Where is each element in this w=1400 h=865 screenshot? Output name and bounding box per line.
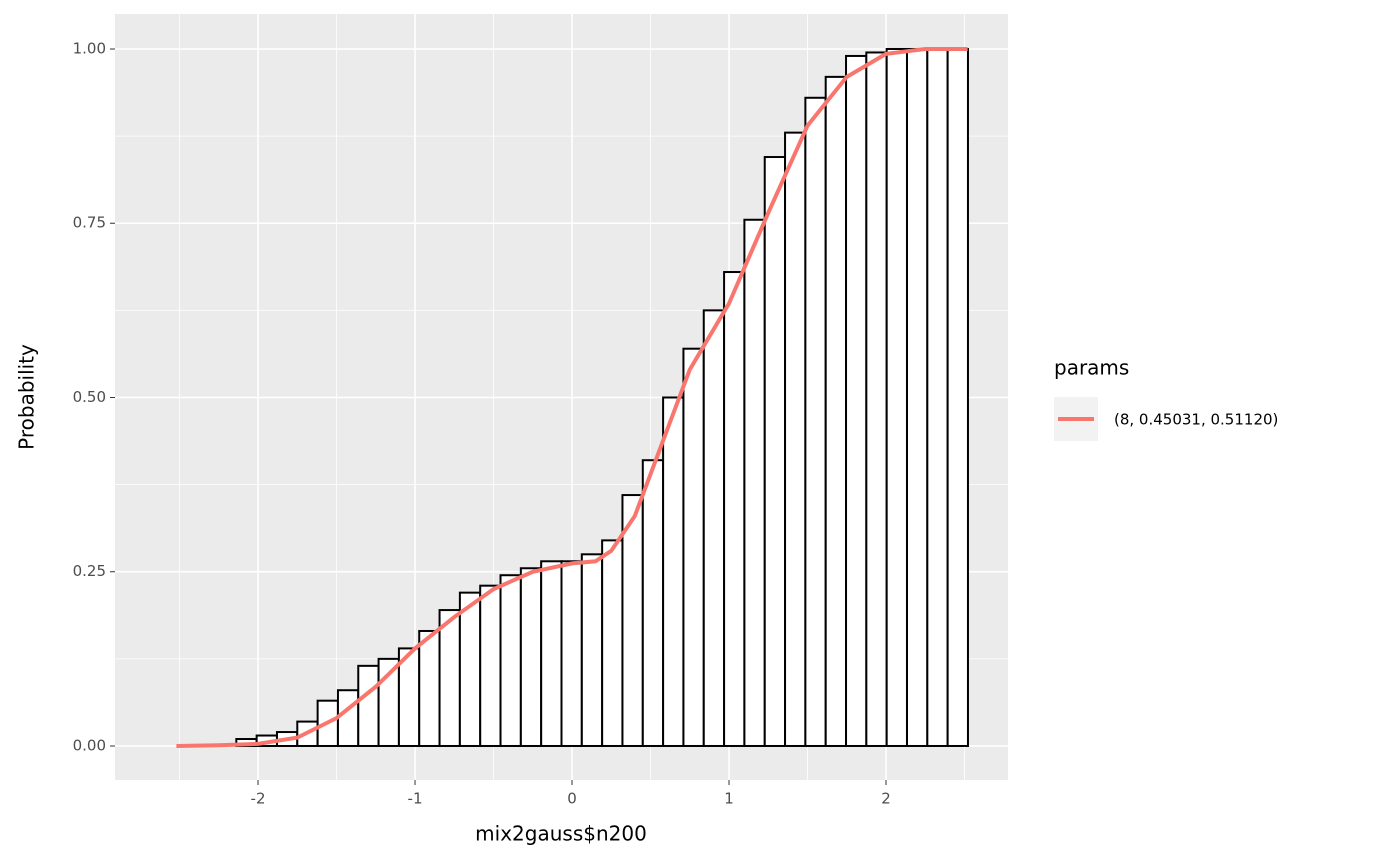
legend-label: (8, 0.45031, 0.51120) [1114, 411, 1278, 429]
bar [336, 689, 360, 747]
bar [560, 560, 583, 747]
bar [438, 609, 461, 747]
bar [519, 567, 543, 747]
y-tick-label: 0.25 [73, 562, 106, 580]
bar [885, 47, 908, 747]
bar [418, 629, 441, 747]
x-tick-label: 0 [567, 790, 577, 808]
y-tick-label: 0.75 [73, 214, 106, 232]
bar [946, 47, 969, 747]
y-tick-label: 0.50 [73, 388, 106, 406]
y-tick-label: 1.00 [73, 39, 106, 57]
bar [723, 271, 746, 747]
bar [479, 584, 502, 747]
bar [845, 54, 868, 747]
bar [540, 560, 563, 747]
bar [804, 96, 827, 747]
bar [905, 47, 929, 747]
bar [702, 309, 726, 747]
bar [458, 591, 482, 747]
bar [499, 574, 522, 747]
bar [357, 664, 380, 747]
cdf-line [176, 46, 968, 748]
x-tick-label: -2 [251, 790, 266, 808]
bar [926, 47, 949, 747]
x-tick-label: 1 [724, 790, 734, 808]
bar [662, 396, 685, 747]
legend-title: params [1054, 356, 1129, 380]
x-tick-label: -1 [408, 790, 423, 808]
bar [682, 347, 705, 747]
bar [784, 131, 807, 747]
bar [601, 539, 624, 747]
bar [641, 459, 665, 747]
x-axis-title: mix2gauss$n200 [475, 822, 647, 846]
y-axis-title: Probability [15, 344, 39, 450]
bar [824, 75, 848, 747]
bar [580, 553, 604, 747]
bar [763, 156, 787, 747]
bar [743, 218, 766, 747]
bar [865, 51, 888, 747]
y-tick-label: 0.00 [73, 736, 106, 754]
x-tick-label: 2 [881, 790, 891, 808]
